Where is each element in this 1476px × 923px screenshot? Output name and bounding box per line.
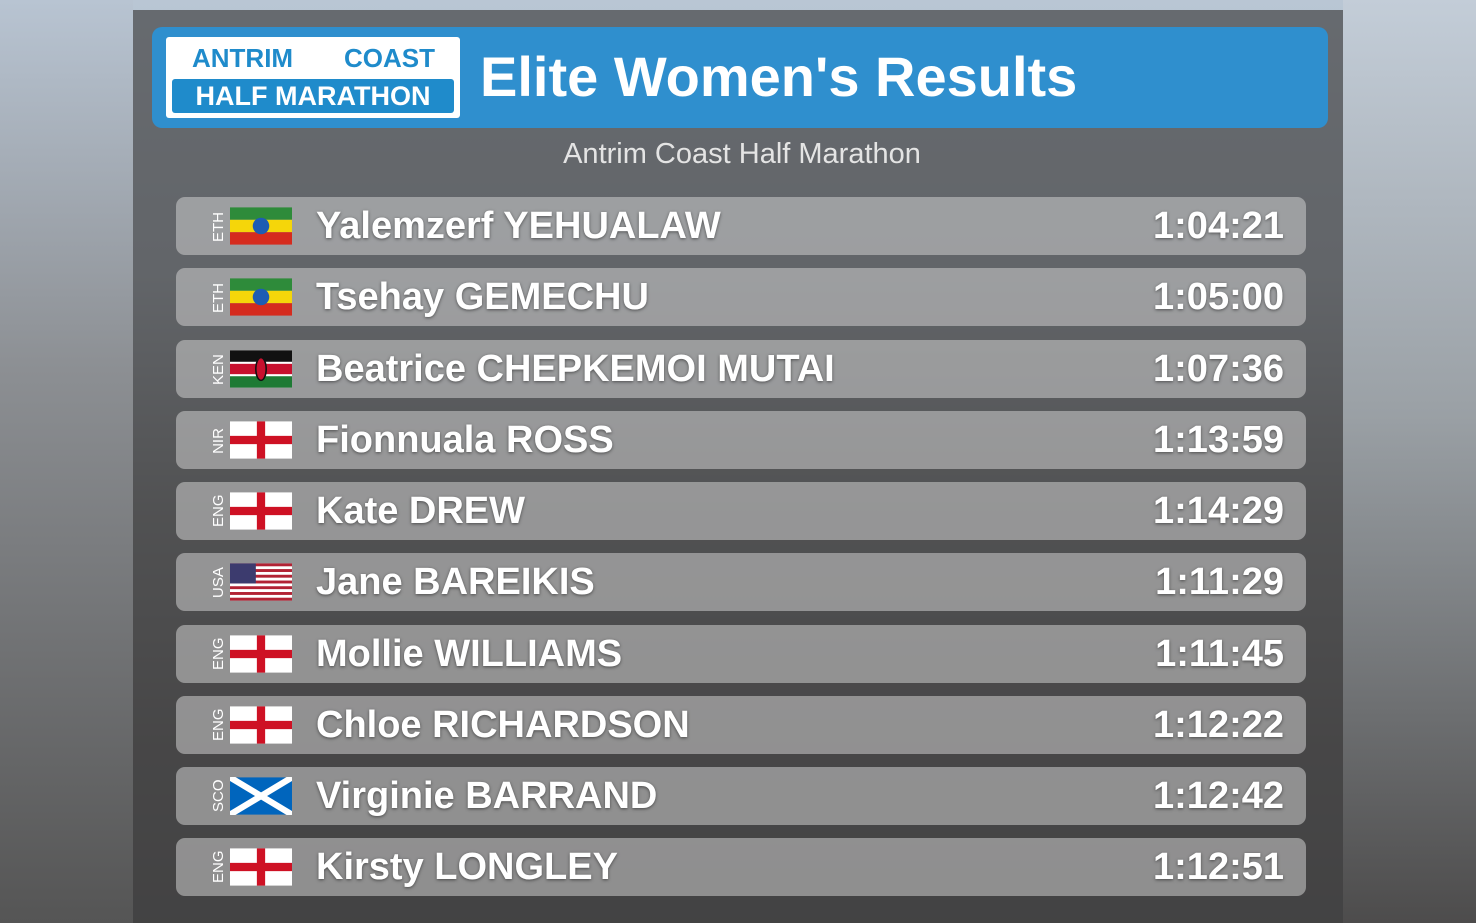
result-row: ENG Chloe RICHARDSON 1:12:22 [176,696,1306,754]
athlete-name: Beatrice CHEPKEMOI MUTAI [316,348,835,390]
result-row: ENG Kate DREW 1:14:29 [176,482,1306,540]
flag [230,492,292,530]
finish-time: 1:11:29 [1155,561,1284,603]
athlete-name: Jane BAREIKIS [316,561,595,603]
result-row: SCO Virginie BARRAND 1:12:42 [176,767,1306,825]
finish-time: 1:07:36 [1153,348,1284,390]
flag [230,706,292,744]
result-row: ETH Tsehay GEMECHU 1:05:00 [176,268,1306,326]
finish-time: 1:12:51 [1153,846,1284,888]
subtitle: Antrim Coast Half Marathon [563,138,921,170]
result-row: ENG Mollie WILLIAMS 1:11:45 [176,625,1306,683]
finish-time: 1:04:21 [1153,205,1284,247]
athlete-name: Kate DREW [316,490,526,532]
finish-time: 1:05:00 [1153,276,1284,318]
athlete-name: Tsehay GEMECHU [316,276,649,318]
athlete-name: Yalemzerf YEHUALAW [316,205,721,247]
background-left [0,0,133,923]
logo-text: COAST [344,43,435,73]
result-row: KEN Beatrice CHEPKEMOI MUTAI 1:07:36 [176,340,1306,398]
logo-text: HALF MARATHON [172,79,454,113]
title: Elite Women's Results [480,45,1078,108]
logo-text: ANTRIM [192,43,294,73]
result-row: USA Jane BAREIKIS 1:11:29 [176,553,1306,611]
athlete-name: Fionnuala ROSS [316,419,614,461]
finish-time: 1:14:29 [1153,490,1284,532]
athlete-name: Mollie WILLIAMS [316,633,623,675]
athlete-name: Virginie BARRAND [316,775,658,817]
flag [230,278,292,316]
flag [230,777,292,815]
flag [230,563,292,601]
result-row: ENG Kirsty LONGLEY 1:12:51 [176,838,1306,896]
flag [230,635,292,673]
logo: ANTRIM COAST HALF MARATHON [166,37,460,118]
flag [230,207,292,245]
finish-time: 1:12:22 [1153,704,1284,746]
finish-time: 1:12:42 [1153,775,1284,817]
athlete-name: Kirsty LONGLEY [316,846,618,888]
flag [230,421,292,459]
finish-time: 1:11:45 [1155,633,1284,675]
result-row: NIR Fionnuala ROSS 1:13:59 [176,411,1306,469]
flag [230,848,292,886]
athlete-name: Chloe RICHARDSON [316,704,690,746]
flag [230,350,292,388]
finish-time: 1:13:59 [1153,419,1284,461]
background-right [1343,0,1476,923]
result-row: ETH Yalemzerf YEHUALAW 1:04:21 [176,197,1306,255]
